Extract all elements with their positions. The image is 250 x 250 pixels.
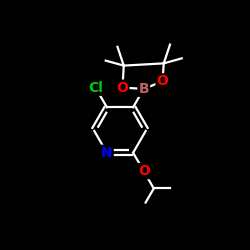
Text: O: O — [116, 80, 128, 94]
Text: O: O — [156, 74, 168, 88]
Text: O: O — [138, 164, 150, 178]
Text: B: B — [138, 82, 149, 96]
Text: Cl: Cl — [88, 81, 103, 95]
Text: N: N — [101, 146, 113, 160]
